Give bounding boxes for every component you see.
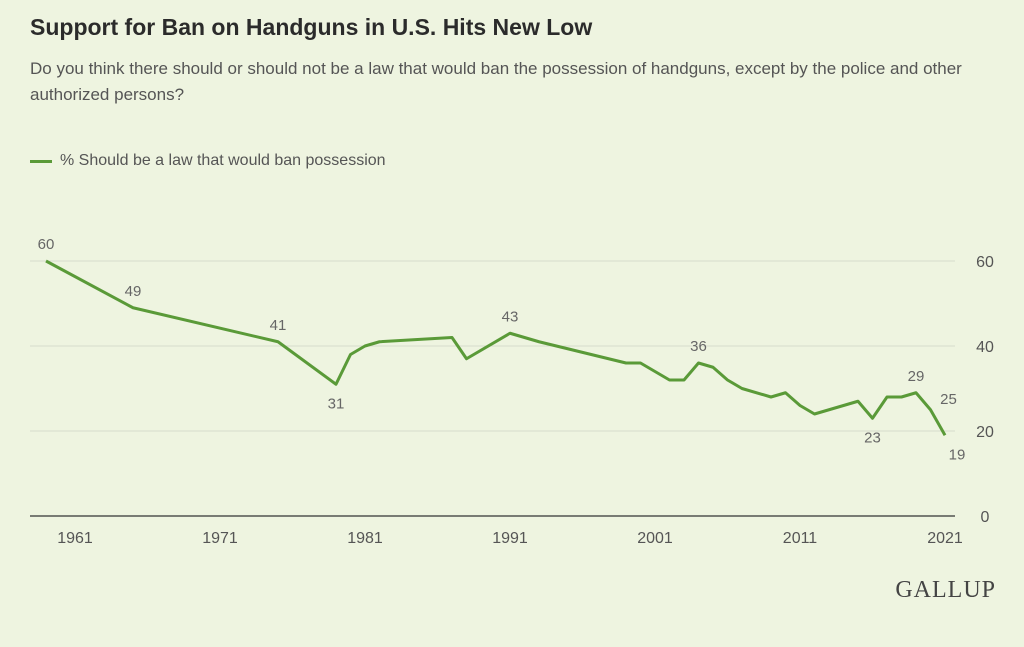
data-label: 25 xyxy=(940,391,957,408)
legend-label: % Should be a law that would ban possess… xyxy=(60,152,386,169)
x-tick-label: 1991 xyxy=(492,530,528,547)
data-label: 49 xyxy=(125,283,142,300)
x-tick-label: 1971 xyxy=(202,530,238,547)
y-tick-label: 40 xyxy=(976,339,994,356)
data-label: 41 xyxy=(270,317,287,334)
x-tick-label: 1981 xyxy=(347,530,383,547)
x-tick-label: 2021 xyxy=(927,530,963,547)
data-label: 31 xyxy=(328,395,345,412)
x-tick-label: 2011 xyxy=(783,530,818,547)
chart-subtitle: Do you think there should or should not … xyxy=(30,59,962,104)
data-label: 43 xyxy=(502,308,519,325)
x-tick-label: 2001 xyxy=(637,530,673,547)
x-tick-label: 1961 xyxy=(57,530,93,547)
data-label: 60 xyxy=(38,236,55,253)
y-tick-label: 60 xyxy=(976,254,994,271)
chart-title: Support for Ban on Handguns in U.S. Hits… xyxy=(30,14,593,40)
y-tick-label: 20 xyxy=(976,424,994,441)
y-tick-label: 0 xyxy=(981,509,990,526)
series-line xyxy=(45,259,947,436)
gallup-logo: GALLUP xyxy=(895,577,996,603)
data-label: 19 xyxy=(949,446,966,463)
data-label: 29 xyxy=(908,368,925,385)
legend-swatch xyxy=(30,159,52,163)
legend: % Should be a law that would ban possess… xyxy=(30,152,386,170)
data-label: 23 xyxy=(864,429,881,446)
data-label: 36 xyxy=(690,338,707,355)
